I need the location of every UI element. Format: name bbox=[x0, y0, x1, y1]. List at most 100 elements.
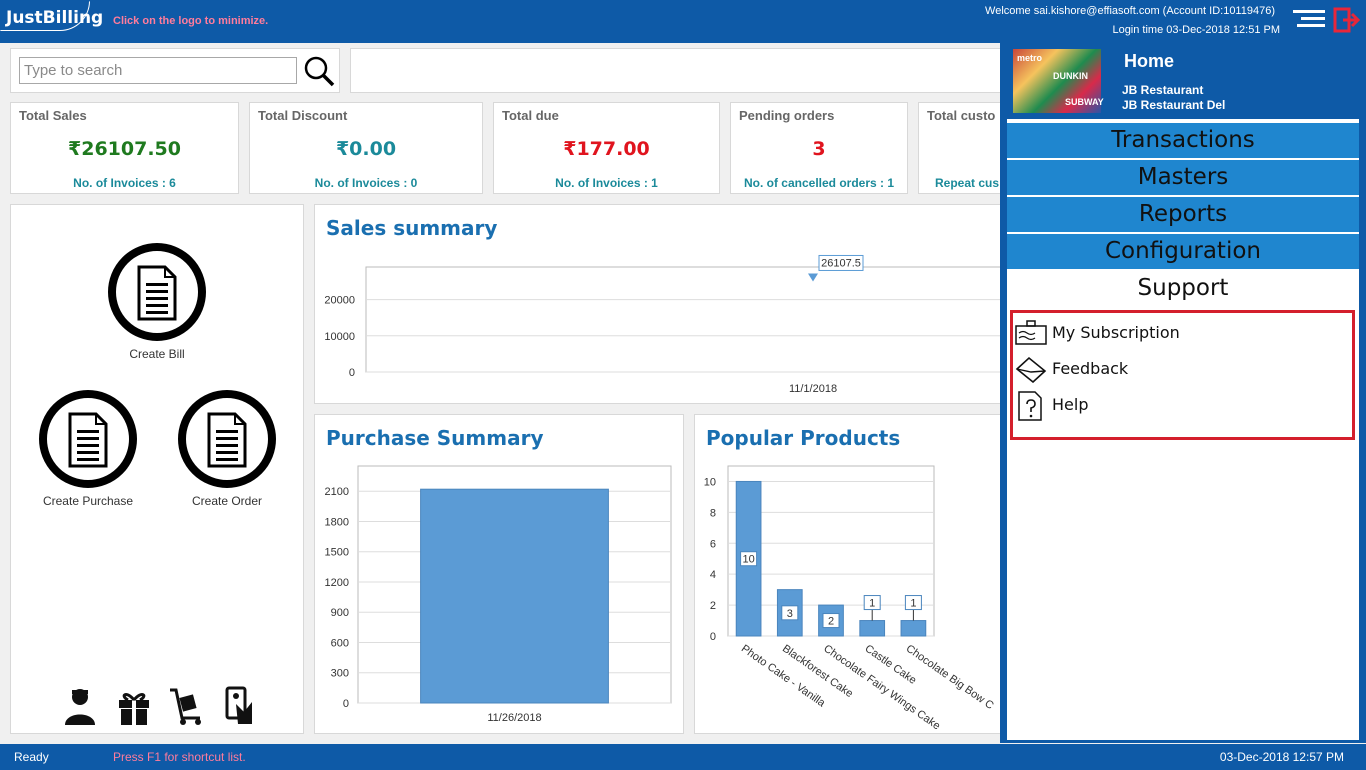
data-label-box bbox=[822, 613, 840, 629]
card-payment-icon[interactable] bbox=[222, 686, 258, 726]
menu-body: metro DUNKIN SUBWAY Home JB Restaurant J… bbox=[1007, 43, 1359, 740]
feedback-label: Feedback bbox=[1052, 359, 1129, 378]
store-name: JB Restaurant bbox=[1122, 83, 1204, 97]
card-foot: No. of cancelled orders : 1 bbox=[743, 176, 895, 190]
feedback-link[interactable]: Feedback bbox=[1015, 353, 1345, 385]
card-foot: Repeat cus bbox=[935, 176, 1000, 190]
card-title: Total Discount bbox=[258, 108, 348, 123]
menu-item-transactions[interactable]: Transactions bbox=[1007, 123, 1359, 158]
card-title: Total Sales bbox=[19, 108, 87, 123]
create-purchase-button[interactable]: Create Purchase bbox=[30, 390, 146, 508]
create-order-button[interactable]: Create Order bbox=[172, 390, 282, 508]
feedback-envelope-icon bbox=[1015, 356, 1047, 383]
subscription-icon bbox=[1015, 320, 1047, 345]
customer-icon[interactable] bbox=[62, 686, 98, 726]
home-link[interactable]: Home bbox=[1124, 51, 1175, 71]
search-area bbox=[10, 48, 340, 93]
delivery-trolley-icon[interactable] bbox=[168, 686, 204, 726]
menu-item-support[interactable]: Support bbox=[1007, 271, 1359, 306]
create-purchase-label: Create Purchase bbox=[42, 494, 134, 508]
app-logo[interactable]: JustBilling bbox=[6, 8, 104, 28]
data-label: 1 bbox=[869, 598, 875, 610]
popular-products-title: Popular Products bbox=[706, 426, 901, 450]
card-pending-orders[interactable]: Pending orders 3 No. of cancelled orders… bbox=[730, 102, 908, 194]
search-icon[interactable] bbox=[303, 55, 335, 87]
data-label-box bbox=[904, 595, 922, 611]
sales-summary-panel: Sales summary 0 10000 20000 11/1/2018 26107.… bbox=[314, 204, 1014, 404]
y-tick-label: 1800 bbox=[325, 516, 349, 528]
create-bill-button[interactable]: Create Bill bbox=[108, 243, 206, 361]
data-label-box bbox=[818, 254, 864, 271]
status-datetime: 03-Dec-2018 12:57 PM bbox=[1219, 750, 1344, 764]
document-icon bbox=[178, 390, 276, 488]
data-label-box bbox=[781, 605, 799, 621]
status-ready: Ready bbox=[14, 750, 49, 764]
y-tick-label: 2 bbox=[710, 600, 716, 612]
sales-summary-chart: 0 10000 20000 11/1/2018 26107.5 bbox=[324, 254, 1013, 395]
document-icon bbox=[108, 243, 206, 341]
y-tick-label: 1200 bbox=[325, 577, 349, 589]
menu-toggle-icon[interactable] bbox=[1293, 10, 1325, 30]
sales-summary-title: Sales summary bbox=[326, 216, 498, 240]
card-total-due[interactable]: Total due ₹177.00 No. of Invoices : 1 bbox=[493, 102, 720, 194]
card-title: Total due bbox=[502, 108, 559, 123]
info-bar bbox=[350, 48, 1010, 93]
login-time: Login time 03-Dec-2018 12:51 PM bbox=[1112, 24, 1280, 36]
plot-area bbox=[365, 266, 1013, 373]
logout-icon[interactable] bbox=[1332, 6, 1360, 34]
y-tick-label: 8 bbox=[710, 507, 716, 519]
store-name: JB Restaurant Del bbox=[1122, 98, 1226, 112]
menu-item-masters[interactable]: Masters bbox=[1007, 160, 1359, 195]
data-label: 10 bbox=[742, 554, 754, 566]
y-tick-label: 10000 bbox=[324, 331, 355, 343]
y-tick-label: 10 bbox=[704, 476, 716, 488]
support-submenu: My Subscription Feedback Help bbox=[1010, 310, 1355, 440]
brand-logos-image: metro DUNKIN SUBWAY bbox=[1013, 49, 1104, 113]
minimize-hint: Click on the logo to minimize. bbox=[113, 15, 269, 27]
help-document-icon bbox=[1018, 391, 1042, 421]
my-subscription-link[interactable]: My Subscription bbox=[1015, 317, 1345, 349]
help-link[interactable]: Help bbox=[1015, 389, 1345, 421]
data-label: 2 bbox=[828, 616, 834, 628]
help-label: Help bbox=[1052, 395, 1089, 414]
y-tick-label: 6 bbox=[710, 538, 716, 550]
purchase-summary-chart: 0 300 600 900 1200 1500 1800 2100 11/26/2018 bbox=[325, 465, 672, 724]
menu-item-configuration[interactable]: Configuration bbox=[1007, 234, 1359, 269]
status-bar: Ready Press F1 for shortcut list. 03-Dec… bbox=[0, 744, 1366, 770]
top-bar: JustBilling Click on the logo to minimiz… bbox=[0, 0, 1366, 43]
y-tick-label: 2100 bbox=[325, 486, 349, 498]
card-total-sales[interactable]: Total Sales ₹26107.50 No. of Invoices : … bbox=[10, 102, 239, 194]
card-total-discount[interactable]: Total Discount ₹0.00 No. of Invoices : 0 bbox=[249, 102, 483, 194]
card-foot: No. of Invoices : 1 bbox=[555, 176, 658, 190]
purchase-summary-panel: Purchase Summary 0 300 600 900 1200 1500 1800 2… bbox=[314, 414, 684, 734]
y-tick-label: 600 bbox=[331, 637, 349, 649]
y-tick-label: 0 bbox=[343, 698, 349, 710]
gift-icon[interactable] bbox=[116, 686, 152, 726]
x-tick-label: Blackforest Cake bbox=[780, 643, 855, 701]
bar bbox=[859, 620, 886, 637]
y-tick-label: 0 bbox=[349, 367, 355, 379]
data-label: 1 bbox=[910, 598, 916, 610]
create-order-label: Create Order bbox=[191, 494, 263, 508]
data-label-box bbox=[740, 551, 758, 567]
card-foot: No. of Invoices : 0 bbox=[314, 176, 418, 190]
y-tick-label: 0 bbox=[710, 631, 716, 643]
data-label-box bbox=[863, 595, 881, 611]
purchase-summary-title: Purchase Summary bbox=[326, 426, 544, 450]
card-value: ₹0.00 bbox=[335, 138, 397, 160]
card-value: 3 bbox=[812, 138, 826, 160]
y-tick-label: 1500 bbox=[325, 547, 349, 559]
y-tick-label: 300 bbox=[331, 668, 349, 680]
menu-header: metro DUNKIN SUBWAY Home JB Restaurant J… bbox=[1007, 43, 1359, 119]
bar bbox=[900, 620, 927, 637]
welcome-text: Welcome sai.kishore@effiasoft.com (Accou… bbox=[985, 5, 1275, 17]
search-input[interactable] bbox=[19, 57, 297, 84]
data-point bbox=[808, 273, 818, 282]
card-title: Pending orders bbox=[739, 108, 835, 123]
card-title: Total custo bbox=[927, 108, 996, 123]
popular-products-panel: Popular Products 0 2 4 6 8 10 10 Photo Cake - V… bbox=[694, 414, 1014, 734]
data-label: 3 bbox=[787, 608, 793, 620]
menu-item-reports[interactable]: Reports bbox=[1007, 197, 1359, 232]
my-subscription-label: My Subscription bbox=[1052, 323, 1180, 342]
